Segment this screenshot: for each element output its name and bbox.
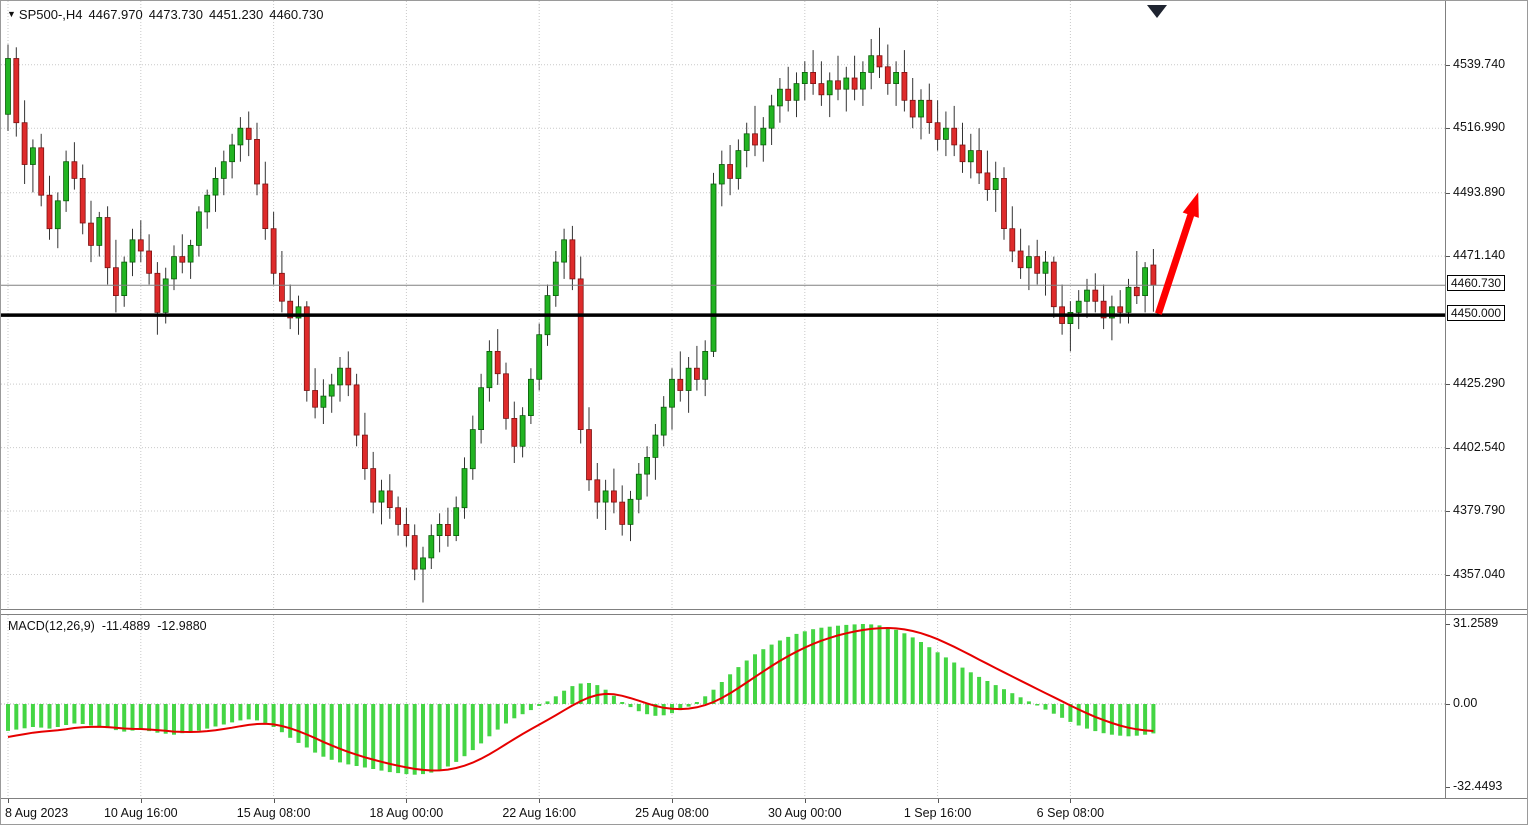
symbol-period-label: SP500-,H4 <box>18 7 83 22</box>
axis-tick <box>1445 64 1450 66</box>
price-axis-label: 4379.790 <box>1453 503 1506 518</box>
time-axis-label: 1 Sep 16:00 <box>903 806 972 820</box>
axis-tick <box>1445 704 1450 705</box>
axis-tick <box>1445 574 1450 576</box>
time-axis-tick <box>539 799 541 803</box>
macd-grid <box>1 615 1445 798</box>
axis-tick <box>1445 447 1450 449</box>
price-axis-label: 4516.990 <box>1453 120 1506 135</box>
macd-axis-label: 31.2589 <box>1453 615 1499 630</box>
macd-histogram <box>6 624 1156 775</box>
price-axis-label: 4493.890 <box>1453 184 1506 199</box>
main-grid <box>1 1 1445 609</box>
low-value: 4451.230 <box>208 7 264 22</box>
axis-tick <box>1445 128 1450 130</box>
time-axis-label: 10 Aug 16:00 <box>103 806 178 820</box>
macd-header: MACD(12,26,9) -11.4889 -12.9880 <box>8 619 207 633</box>
time-axis-tick <box>8 799 9 803</box>
pane-divider[interactable] <box>1 614 1527 615</box>
time-axis-label: 15 Aug 08:00 <box>236 806 311 820</box>
symbol-marker-icon: ▼ <box>7 9 16 19</box>
trend-arrow[interactable] <box>1155 192 1199 315</box>
axis-tick <box>1445 256 1450 258</box>
axis-tick <box>1445 192 1450 194</box>
time-axis-border <box>1 798 1527 799</box>
macd-value: -11.4889 <box>101 619 151 633</box>
macd-axis-label: 0.00 <box>1453 696 1478 710</box>
axis-tick <box>1445 384 1450 386</box>
time-axis-tick <box>804 799 806 803</box>
time-axis-label: 18 Aug 00:00 <box>369 806 444 820</box>
time-axis-label: 25 Aug 08:00 <box>635 806 709 820</box>
price-axis-label: 4357.040 <box>1453 566 1506 581</box>
time-axis-label: 8 Aug 2023 <box>5 806 69 820</box>
time-axis-label: 6 Sep 08:00 <box>1036 806 1105 820</box>
candles-layer[interactable] <box>5 27 1157 603</box>
macd-canvas[interactable] <box>1 615 1445 798</box>
axis-border <box>1445 1 1446 799</box>
close-value: 4460.730 <box>269 7 324 22</box>
price-axis-label: 4425.290 <box>1453 376 1506 391</box>
time-axis-tick <box>672 799 673 803</box>
price-chart-canvas[interactable] <box>1 1 1445 609</box>
time-axis-tick <box>937 799 939 803</box>
high-value: 4473.730 <box>148 7 203 22</box>
hline-price-label: 4450.000 <box>1447 305 1506 322</box>
axis-tick <box>1445 787 1450 789</box>
macd-signal-value: -12.9880 <box>157 619 207 633</box>
price-axis-label: 4402.540 <box>1453 439 1506 454</box>
current-price-label: 4460.730 <box>1447 275 1506 292</box>
price-axis-label: 4471.140 <box>1453 248 1506 263</box>
price-chart-pane[interactable]: ▼ SP500-,H4 4467.970 4473.730 4451.230 4460.7… <box>1 1 1445 609</box>
symbol-header: ▼ SP500-,H4 4467.970 4473.730 4451.230 4460.7… <box>7 7 323 22</box>
macd-label: MACD(12,26,9) <box>8 619 95 633</box>
open-value: 4467.970 <box>88 7 143 22</box>
time-axis-tick <box>273 799 275 803</box>
axis-tick <box>1445 623 1450 625</box>
time-axis-label: 30 Aug 00:00 <box>767 806 842 820</box>
price-axis[interactable]: 4539.740 4516.990 4493.890 4471.140 4425.290… <box>1445 1 1527 799</box>
chart-shift-marker-icon[interactable] <box>1147 5 1167 18</box>
time-axis-tick <box>1070 799 1072 803</box>
macd-signal-line <box>7 626 1154 772</box>
time-axis[interactable]: 8 Aug 2023 10 Aug 16:00 15 Aug 08:00 18 Aug… <box>1 799 1527 824</box>
macd-axis-label: -32.4493 <box>1453 779 1503 794</box>
pane-divider[interactable] <box>1 609 1527 610</box>
time-axis-tick <box>406 799 408 803</box>
price-axis-label: 4539.740 <box>1453 56 1506 71</box>
time-axis-tick <box>140 799 142 803</box>
macd-indicator-pane[interactable]: MACD(12,26,9) -11.4889 -12.9880 <box>1 615 1445 798</box>
axis-tick <box>1445 511 1450 513</box>
time-axis-label: 22 Aug 16:00 <box>502 806 577 820</box>
